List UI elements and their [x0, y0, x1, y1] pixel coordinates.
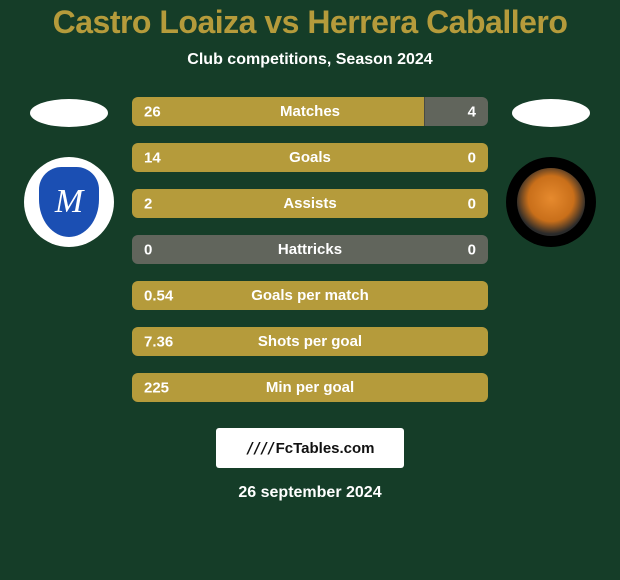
bar-left-value: 7.36 — [144, 333, 173, 350]
right-club-inner-icon — [517, 168, 585, 236]
left-club-shield-icon: M — [39, 167, 99, 237]
stat-bar: 225 Min per goal — [132, 373, 488, 402]
right-club-logo — [506, 157, 596, 247]
stat-bar: 2 0 Assists — [132, 189, 488, 218]
bar-left-value: 0.54 — [144, 287, 173, 304]
bar-label: Assists — [283, 195, 336, 212]
credit-icon: //// — [245, 439, 273, 457]
left-flag-icon — [30, 99, 108, 127]
bar-label: Hattricks — [278, 241, 342, 258]
bar-label: Matches — [280, 103, 340, 120]
stats-card: Castro Loaiza vs Herrera Caballero Club … — [0, 0, 620, 580]
bar-right-value: 4 — [468, 103, 476, 120]
right-flag-icon — [512, 99, 590, 127]
stat-bar: 14 0 Goals — [132, 143, 488, 172]
bar-left-value: 225 — [144, 379, 169, 396]
page-title: Castro Loaiza vs Herrera Caballero — [0, 4, 620, 41]
bar-left-value: 14 — [144, 149, 161, 166]
bar-left-value: 0 — [144, 241, 152, 258]
subtitle: Club competitions, Season 2024 — [0, 51, 620, 69]
bar-left-value: 26 — [144, 103, 161, 120]
stat-bar: 7.36 Shots per goal — [132, 327, 488, 356]
content-row: M 26 4 Matches 14 0 Goals 2 0 Assists 0 0 Hattricks… — [0, 97, 620, 402]
bar-right-value: 0 — [468, 195, 476, 212]
bar-divider — [424, 97, 425, 126]
stat-bars: 26 4 Matches 14 0 Goals 2 0 Assists 0 0 Hattricks 0.… — [132, 97, 488, 402]
bar-label: Goals — [289, 149, 331, 166]
stat-bar: 26 4 Matches — [132, 97, 488, 126]
bar-left-value: 2 — [144, 195, 152, 212]
bar-right-fill — [424, 97, 488, 126]
stat-bar: 0 0 Hattricks — [132, 235, 488, 264]
right-side — [506, 97, 596, 247]
left-side: M — [24, 97, 114, 247]
vs-text: vs — [264, 4, 299, 40]
stat-bar: 0.54 Goals per match — [132, 281, 488, 310]
bar-right-value: 0 — [468, 149, 476, 166]
left-club-logo: M — [24, 157, 114, 247]
bar-label: Shots per goal — [258, 333, 362, 350]
credit-badge: //// FcTables.com — [216, 428, 404, 468]
bar-right-value: 0 — [468, 241, 476, 258]
bar-label: Goals per match — [251, 287, 369, 304]
bar-label: Min per goal — [266, 379, 354, 396]
player2-name: Herrera Caballero — [307, 4, 567, 40]
player1-name: Castro Loaiza — [53, 4, 256, 40]
credit-text: FcTables.com — [276, 440, 375, 457]
bar-left-fill — [132, 97, 424, 126]
date-text: 26 september 2024 — [0, 484, 620, 502]
